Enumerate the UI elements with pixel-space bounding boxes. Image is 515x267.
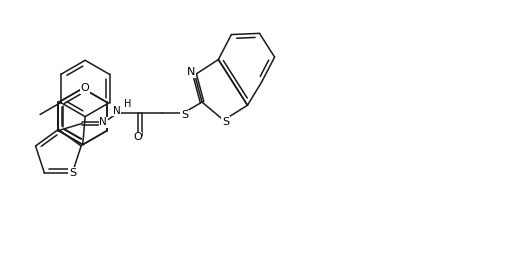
Text: O: O	[80, 83, 89, 93]
Text: N: N	[99, 117, 107, 128]
Text: H: H	[124, 99, 132, 109]
Text: N: N	[113, 106, 121, 116]
Text: S: S	[222, 117, 229, 127]
Text: O: O	[133, 132, 142, 142]
Text: S: S	[181, 110, 188, 120]
Text: S: S	[69, 168, 76, 178]
Text: N: N	[186, 67, 195, 77]
